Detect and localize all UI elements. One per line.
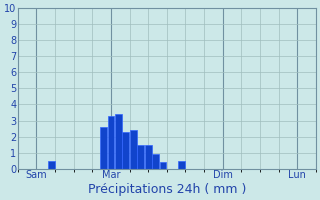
Bar [152, 154, 159, 169]
Bar [178, 161, 185, 169]
Bar [160, 162, 166, 169]
Bar [145, 145, 152, 169]
X-axis label: Précipitations 24h ( mm ): Précipitations 24h ( mm ) [88, 183, 246, 196]
Bar [115, 114, 122, 169]
Bar [130, 130, 137, 169]
Bar [100, 127, 107, 169]
Bar [48, 161, 55, 169]
Bar [108, 116, 114, 169]
Bar [123, 132, 129, 169]
Bar [137, 145, 144, 169]
